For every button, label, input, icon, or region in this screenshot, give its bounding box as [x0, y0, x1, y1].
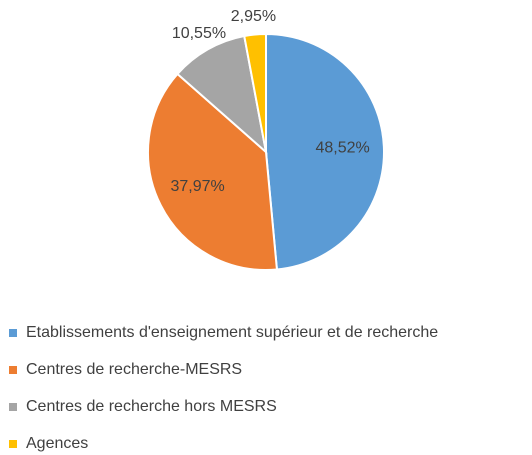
legend-label: Etablissements d'enseignement supérieur … — [26, 324, 438, 341]
pie-slice — [265, 32, 385, 271]
data-label: 2,95% — [231, 8, 276, 25]
data-label: 10,55% — [172, 25, 226, 42]
legend-swatch — [9, 329, 17, 337]
pie-slice — [147, 72, 279, 271]
legend-label: Centres de recherche hors MESRS — [26, 398, 277, 415]
legend-swatch — [9, 366, 17, 374]
pie-slice — [243, 32, 267, 153]
legend-swatch — [9, 403, 17, 411]
data-label: 37,97% — [171, 178, 225, 195]
legend-label: Agences — [26, 435, 88, 452]
legend-label: Centres de recherche-MESRS — [26, 361, 242, 378]
legend-swatch — [9, 440, 17, 448]
pie-slice — [176, 34, 268, 155]
data-label: 48,52% — [315, 140, 369, 157]
